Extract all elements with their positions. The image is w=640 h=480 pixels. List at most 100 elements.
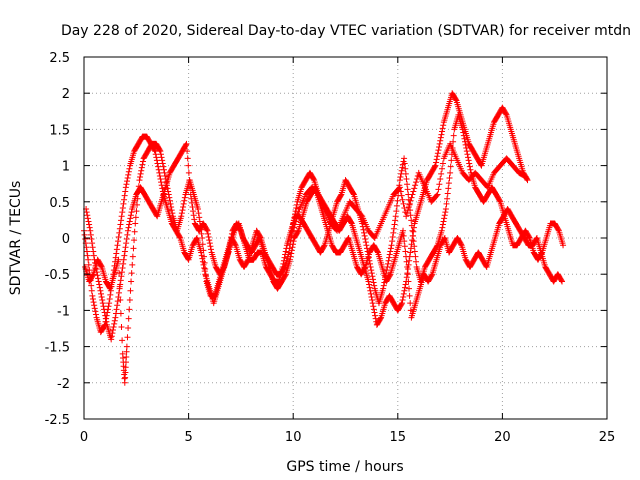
data-point [109, 330, 116, 337]
data-point [358, 212, 365, 219]
data-point [119, 337, 126, 344]
data-point [403, 213, 410, 220]
data-point [374, 248, 381, 255]
data-point [368, 270, 375, 277]
data-point [121, 252, 128, 259]
data-point [119, 209, 126, 216]
data-point [440, 122, 447, 129]
data-point [120, 200, 127, 207]
data-point [438, 131, 445, 138]
data-point [81, 231, 88, 238]
data-point [392, 217, 399, 224]
data-point [163, 179, 170, 186]
data-point [434, 153, 441, 160]
data-point [83, 209, 90, 216]
x-tick-label: 20 [494, 430, 511, 445]
data-point [116, 283, 123, 290]
data-point [126, 297, 133, 304]
data-point [402, 281, 409, 288]
data-point [466, 163, 473, 170]
data-point [404, 210, 411, 217]
data-point [114, 242, 121, 249]
data-point [398, 167, 405, 174]
data-point [134, 195, 141, 202]
data-point [398, 192, 405, 199]
data-point [190, 212, 197, 219]
data-point [202, 272, 209, 279]
data-point [404, 207, 411, 214]
data-point [441, 215, 448, 222]
data-point [459, 126, 466, 133]
data-point [127, 212, 134, 219]
data-point [559, 278, 566, 285]
data-point [394, 197, 401, 204]
data-point [182, 141, 189, 148]
data-point [83, 248, 90, 255]
data-point [560, 242, 567, 249]
data-point [85, 256, 92, 263]
data-point [524, 177, 531, 184]
data-point [400, 200, 407, 207]
data-point [402, 165, 409, 172]
data-point [118, 217, 125, 224]
data-point [91, 305, 98, 312]
data-point [437, 137, 444, 144]
data-point [368, 267, 375, 274]
data-point [95, 278, 102, 285]
data-point [464, 151, 471, 158]
data-point [99, 297, 106, 304]
data-point [445, 185, 452, 192]
data-point [444, 190, 451, 197]
data-point [465, 157, 472, 164]
data-point [95, 275, 102, 282]
data-point [114, 302, 121, 309]
data-point [406, 257, 413, 264]
data-point [82, 236, 89, 243]
data-point [84, 252, 91, 259]
data-point [367, 263, 374, 270]
data-point [118, 269, 125, 276]
data-point [153, 157, 160, 164]
data-point [162, 172, 169, 179]
data-point [184, 148, 191, 155]
data-point [162, 176, 169, 183]
data-point [200, 253, 207, 260]
data-point [443, 200, 450, 207]
data-point [139, 161, 146, 168]
data-point [159, 185, 166, 192]
data-point [176, 233, 183, 240]
data-point [197, 222, 204, 229]
data-point [411, 185, 418, 192]
data-point [92, 308, 99, 315]
data-point [345, 236, 352, 243]
data-point [117, 277, 124, 284]
data-point [125, 315, 132, 322]
data-point [137, 173, 144, 180]
data-point [380, 282, 387, 289]
data-point [164, 185, 171, 192]
data-point [441, 212, 448, 219]
data-point [407, 300, 414, 307]
data-point [128, 278, 135, 285]
data-point [407, 212, 414, 219]
data-point [161, 169, 168, 176]
data-point [388, 242, 395, 249]
data-point [396, 177, 403, 184]
data-point [406, 292, 413, 299]
data-point [202, 266, 209, 273]
data-point [433, 159, 440, 166]
data-point [463, 145, 470, 152]
data-point [118, 213, 125, 220]
data-point [433, 156, 440, 163]
data-point [369, 276, 376, 283]
data-point [386, 251, 393, 258]
data-point [115, 289, 122, 296]
data-point [400, 227, 407, 234]
data-point [403, 253, 410, 260]
data-point [361, 264, 368, 271]
data-point [168, 203, 175, 210]
data-point [85, 261, 92, 268]
data-point [155, 163, 162, 170]
data-point [413, 258, 420, 265]
data-point [181, 194, 188, 201]
